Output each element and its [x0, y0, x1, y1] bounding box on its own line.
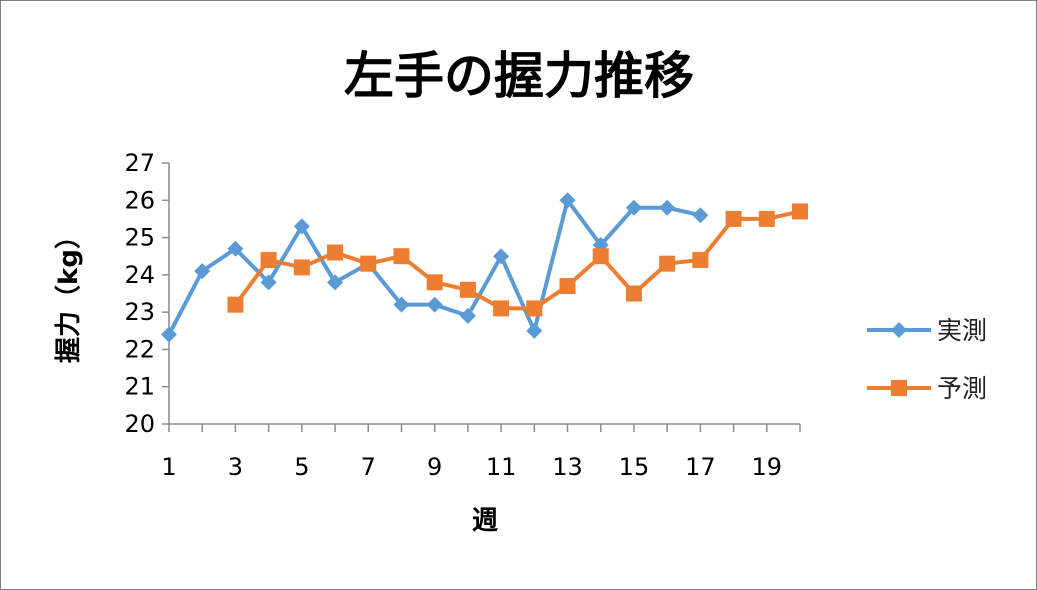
data-point — [592, 248, 609, 265]
data-point — [493, 300, 510, 317]
data-point — [161, 326, 177, 343]
data-point — [393, 248, 410, 265]
data-point — [227, 240, 244, 257]
y-tick-label: 21 — [124, 373, 155, 401]
legend-item: 予測 — [867, 374, 987, 403]
data-point — [459, 307, 476, 324]
y-tick-label: 25 — [124, 224, 155, 252]
y-tick-label: 20 — [124, 410, 155, 438]
x-tick-label: 11 — [486, 453, 517, 481]
data-point — [725, 210, 742, 227]
data-point — [393, 296, 410, 313]
data-point — [625, 199, 642, 216]
x-tick-label: 9 — [427, 453, 442, 481]
data-point — [293, 259, 310, 276]
x-tick-label: 15 — [619, 453, 650, 481]
data-point — [426, 274, 443, 291]
y-tick-label: 23 — [124, 298, 155, 326]
data-point — [493, 248, 510, 265]
chart-title: 左手の握力推移 — [344, 47, 694, 105]
data-point — [459, 281, 476, 298]
x-tick-label: 3 — [228, 453, 243, 481]
data-point — [360, 255, 377, 272]
axes — [162, 162, 801, 432]
data-point — [327, 274, 344, 291]
y-axis-title: 握力（kg） — [54, 223, 84, 363]
data-point — [327, 244, 344, 261]
series-1 — [161, 192, 709, 343]
data-point — [559, 192, 576, 209]
x-tick-label: 17 — [685, 453, 716, 481]
data-point — [194, 263, 211, 280]
data-point — [659, 199, 676, 216]
series-layer — [161, 192, 808, 343]
legend-item: 実測 — [867, 316, 987, 345]
data-point — [260, 251, 277, 268]
data-point — [625, 285, 642, 302]
data-point — [227, 296, 244, 313]
data-point — [692, 207, 709, 224]
legend-label: 実測 — [937, 316, 987, 345]
legend-marker — [891, 322, 907, 338]
y-tick-labels: 20 21 22 23 24 25 26 27 — [124, 149, 155, 438]
data-point — [692, 251, 709, 268]
data-point — [426, 296, 443, 313]
series-2 — [227, 203, 808, 317]
data-point — [792, 203, 808, 220]
x-tick-label: 5 — [294, 453, 309, 481]
data-point — [526, 322, 543, 339]
legend-label: 予測 — [937, 374, 987, 403]
x-tick-label: 1 — [161, 453, 176, 481]
data-point — [293, 218, 310, 235]
data-point — [260, 274, 277, 291]
y-tick-label: 22 — [124, 335, 155, 363]
series-line — [167, 198, 701, 336]
data-point — [659, 255, 676, 272]
y-tick-label: 24 — [124, 261, 155, 289]
y-tick-label: 26 — [124, 186, 155, 214]
x-axis-title: 週 — [472, 506, 498, 536]
x-tick-label: 7 — [361, 453, 376, 481]
data-point — [526, 300, 543, 317]
data-point — [559, 278, 576, 295]
data-point — [758, 210, 775, 227]
x-tick-label: 19 — [752, 453, 783, 481]
x-tick-label: 13 — [552, 453, 583, 481]
y-tick-label: 27 — [124, 149, 155, 177]
legend-marker — [891, 380, 907, 396]
x-tick-labels: 1 3 5 7 9 11 13 15 17 19 — [161, 453, 782, 481]
